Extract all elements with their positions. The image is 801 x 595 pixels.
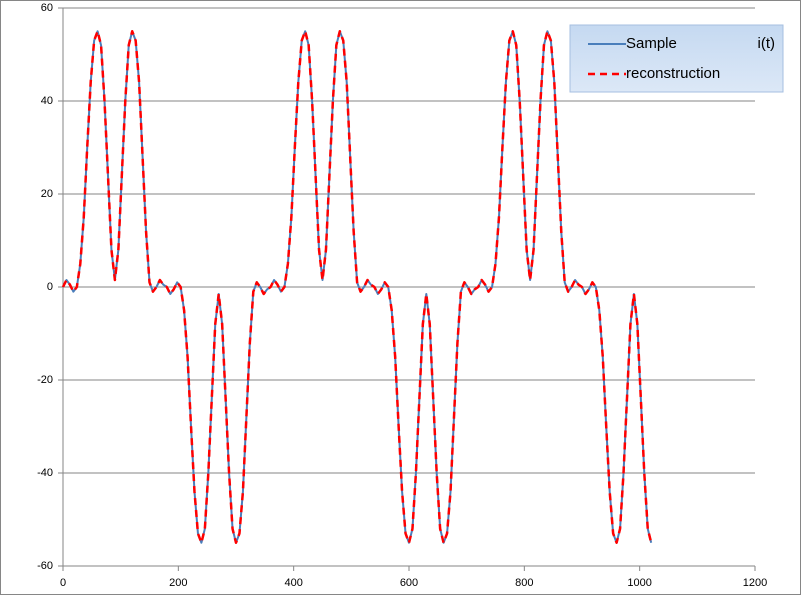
y-tick-label: -40 xyxy=(37,467,53,479)
legend-label: Sample xyxy=(626,35,677,52)
y-tick-label: -20 xyxy=(37,374,53,386)
x-tick-label: 800 xyxy=(515,577,533,589)
x-tick-label: 600 xyxy=(400,577,418,589)
y-tick-label: 0 xyxy=(47,281,53,293)
legend-box xyxy=(569,24,784,93)
x-tick-label: 1000 xyxy=(627,577,651,589)
legend-label: reconstruction xyxy=(626,65,720,82)
y-tick-label: 60 xyxy=(41,2,53,14)
y-tick-label: 40 xyxy=(41,95,53,107)
x-tick-label: 1200 xyxy=(743,577,767,589)
x-tick-label: 400 xyxy=(284,577,302,589)
x-tick-label: 0 xyxy=(60,577,66,589)
y-tick-label: 20 xyxy=(41,188,53,200)
series-line xyxy=(61,30,653,544)
legend-title: i(t) xyxy=(758,35,776,52)
y-tick-label: -60 xyxy=(37,560,53,572)
x-tick-label: 200 xyxy=(169,577,187,589)
